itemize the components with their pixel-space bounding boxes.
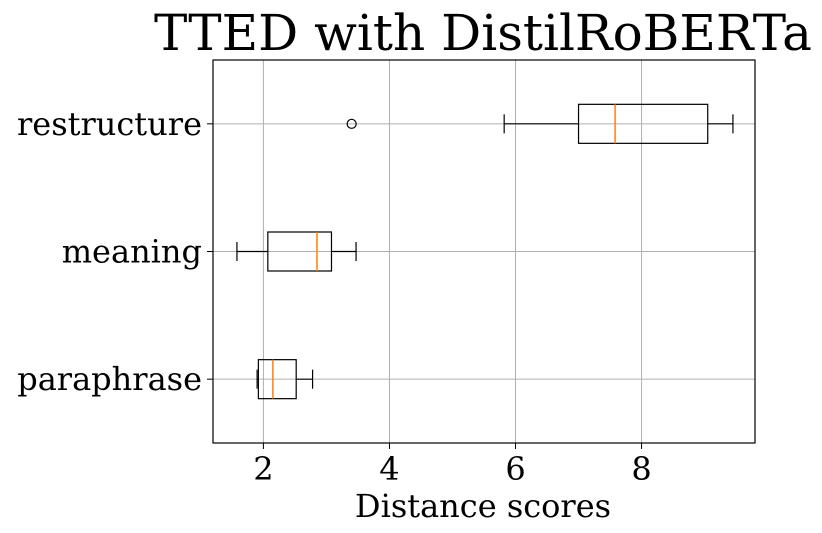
x-tick-label: 6 — [505, 450, 525, 488]
x-tick-label: 4 — [379, 450, 399, 488]
y-tick-label: meaning — [62, 233, 202, 271]
x-tick-label: 8 — [631, 450, 651, 488]
box-iqr — [577, 103, 709, 144]
box-restructure — [346, 103, 734, 144]
box-meaning — [236, 231, 357, 272]
grid-lines — [213, 60, 755, 443]
chart-title: TTED with DistilRoBERTa — [154, 4, 812, 62]
box-series — [236, 103, 734, 400]
box-iqr — [267, 231, 333, 272]
y-tick-label: paraphrase — [17, 360, 202, 398]
x-tick-label: 2 — [253, 450, 273, 488]
x-axis-ticks: 2 4 6 8 — [253, 443, 652, 488]
x-axis-label: Distance scores — [355, 487, 611, 525]
y-tick-label: restructure — [17, 105, 202, 143]
y-axis-ticks: paraphrase meaning restructure — [17, 105, 213, 398]
box-paraphrase — [256, 359, 314, 400]
box-iqr — [257, 359, 297, 400]
outlier-point — [346, 118, 357, 129]
